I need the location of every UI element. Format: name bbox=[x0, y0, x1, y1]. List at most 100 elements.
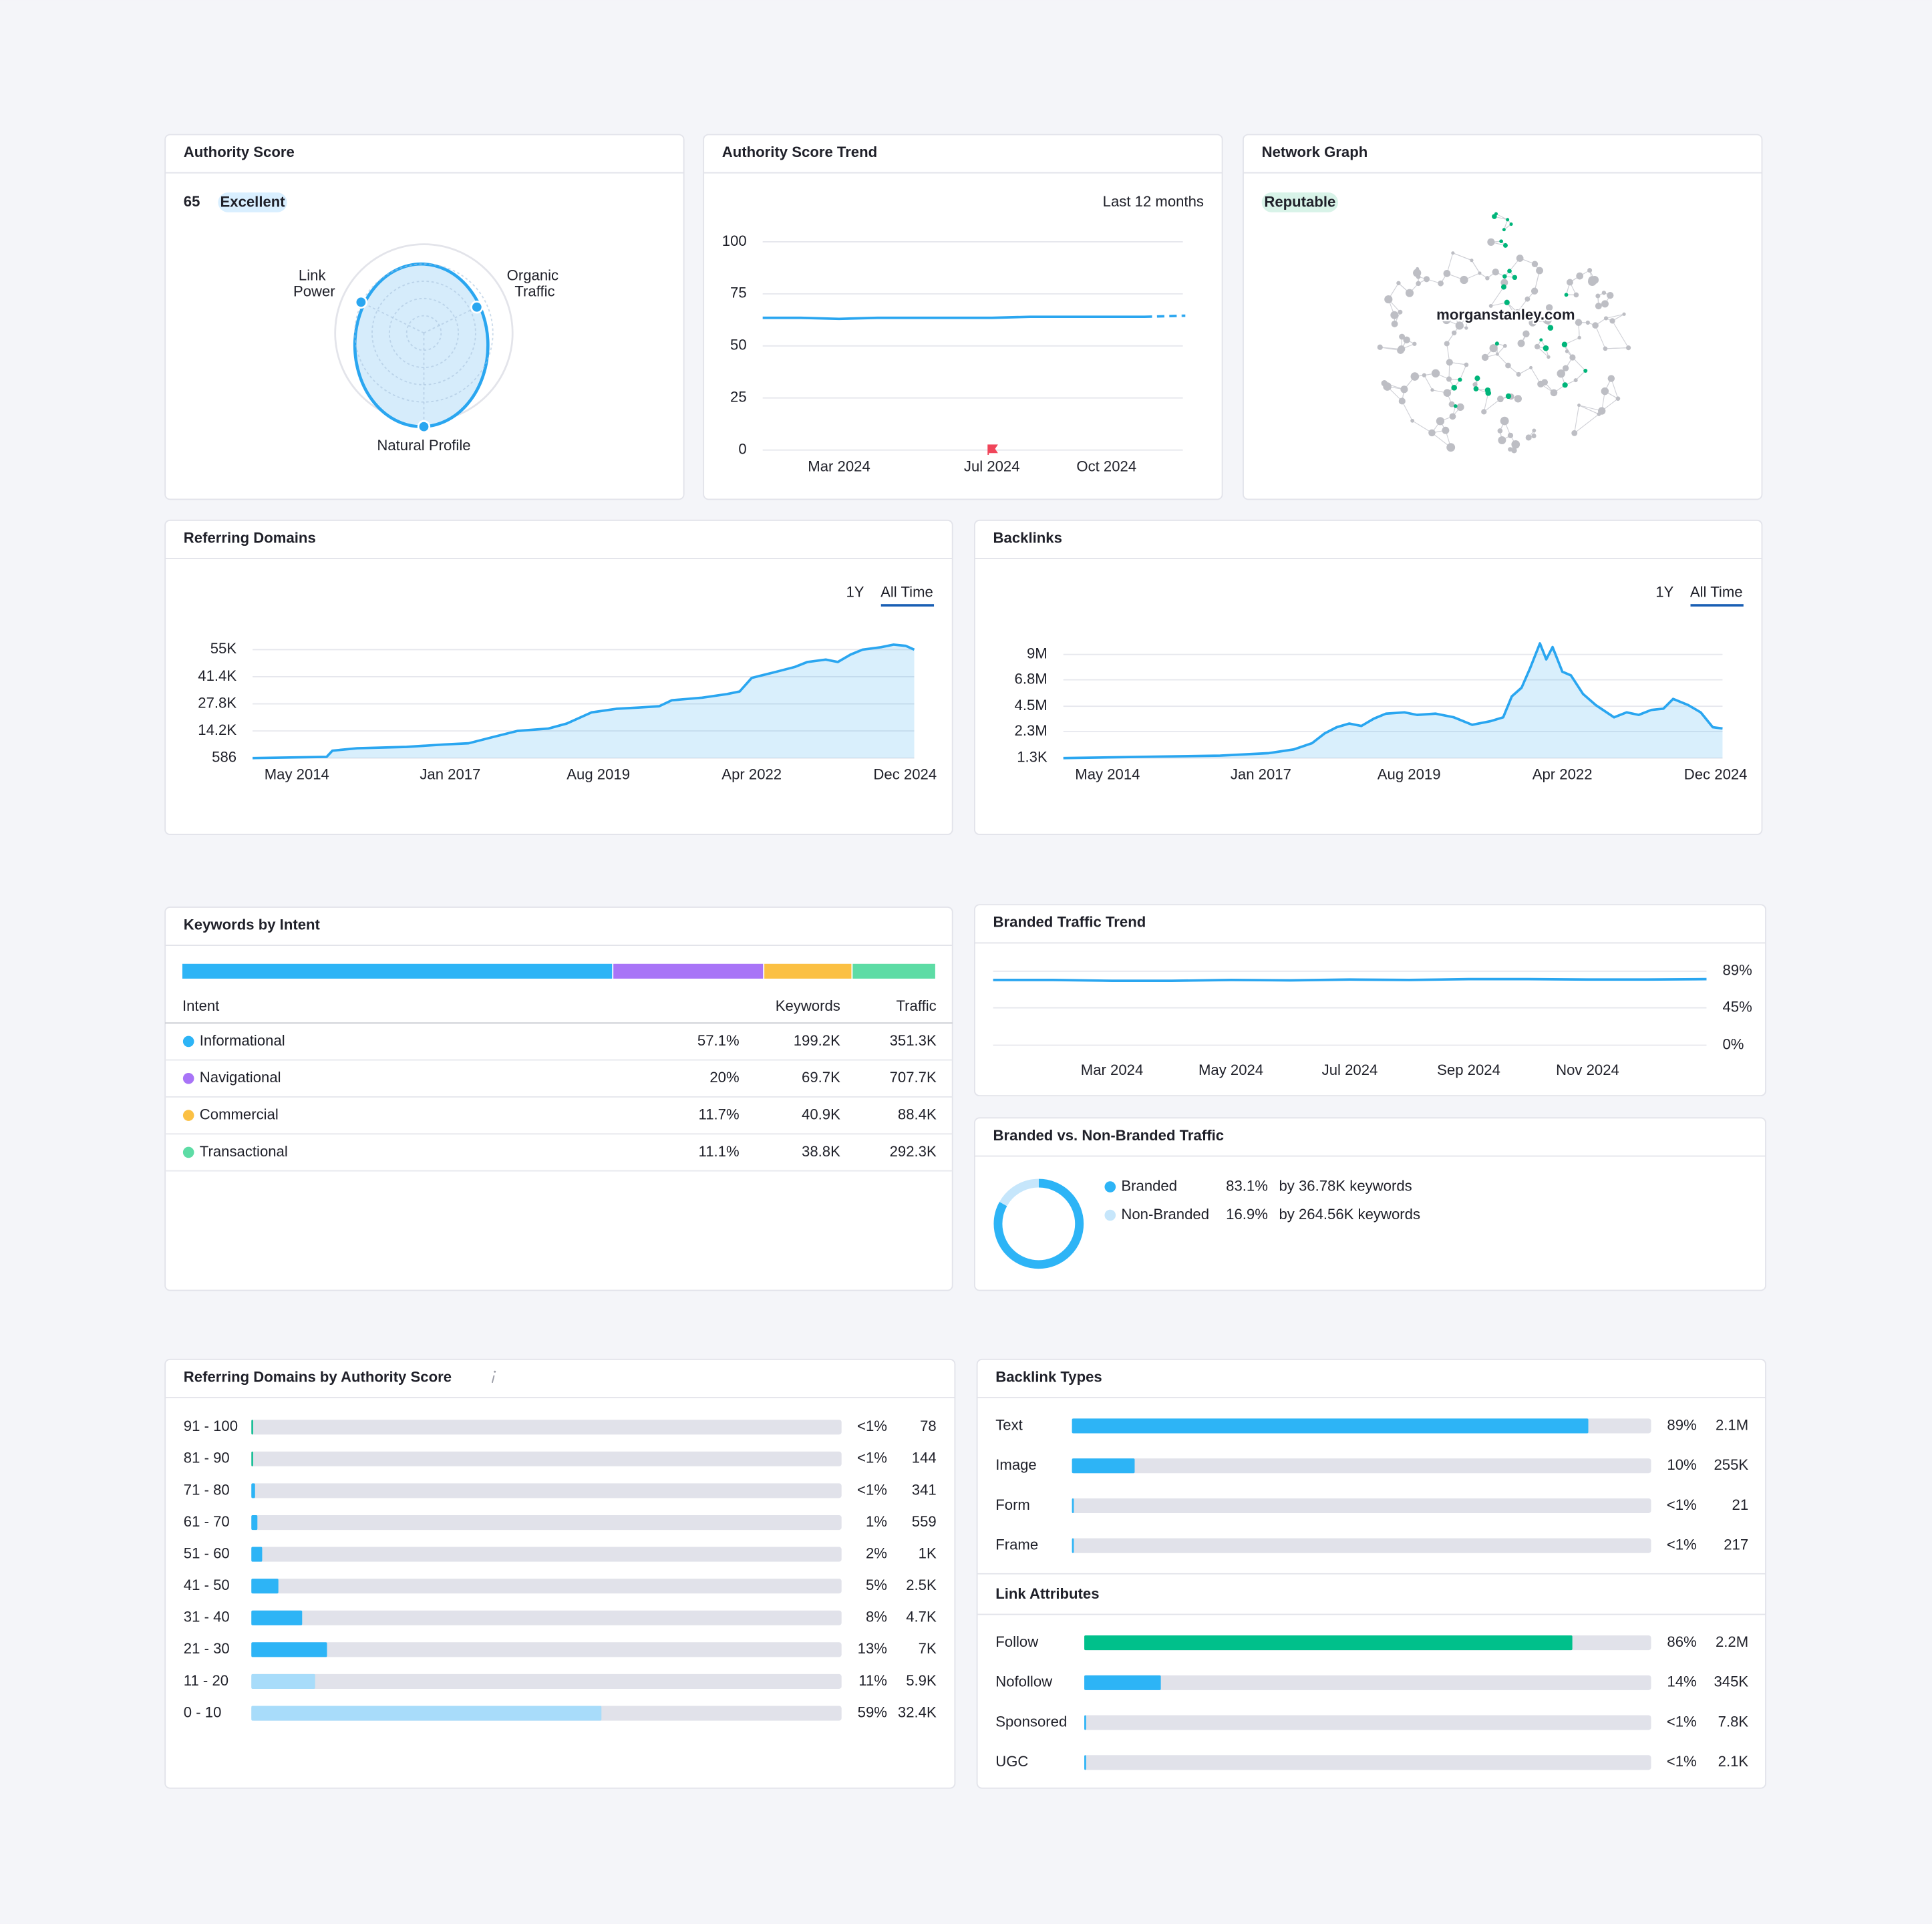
network-node bbox=[1502, 274, 1507, 279]
network-node bbox=[1562, 365, 1569, 371]
network-node bbox=[1571, 430, 1578, 436]
network-node bbox=[1603, 346, 1608, 351]
network-node bbox=[1422, 373, 1427, 377]
bar-track bbox=[1084, 1755, 1651, 1770]
network-node bbox=[1511, 440, 1520, 449]
bar bbox=[1072, 1538, 1074, 1553]
network-node bbox=[1588, 277, 1597, 286]
network-node bbox=[1541, 379, 1549, 386]
row-value: 217 bbox=[1724, 1537, 1748, 1553]
line bbox=[1063, 642, 1723, 760]
network-nodes bbox=[1377, 212, 1631, 454]
network-node bbox=[1577, 335, 1581, 340]
network-edge bbox=[1595, 325, 1606, 349]
legend-share: 83.1% bbox=[1226, 1177, 1268, 1194]
row-name: Frame bbox=[995, 1537, 1038, 1553]
network-node bbox=[1609, 318, 1615, 324]
bar-track bbox=[1084, 1675, 1651, 1690]
bar bbox=[251, 1673, 315, 1690]
network-node bbox=[1532, 428, 1537, 433]
x-tick-label: May 2024 bbox=[1198, 1062, 1263, 1078]
network-node bbox=[1403, 336, 1410, 344]
y-tick-label: 0 bbox=[738, 441, 746, 458]
panel-title: Network Graph bbox=[1262, 144, 1368, 160]
panel bbox=[973, 1117, 1766, 1291]
row-value: 2.2M bbox=[1716, 1633, 1748, 1650]
network-node bbox=[1531, 319, 1536, 325]
network-edge bbox=[1611, 378, 1619, 399]
row-share: <1% bbox=[1667, 1753, 1697, 1770]
intent-keywords: 40.9K bbox=[802, 1106, 840, 1122]
network-node bbox=[1536, 267, 1544, 275]
bar bbox=[1072, 1418, 1589, 1434]
intent-dot bbox=[182, 1146, 194, 1158]
network-node bbox=[1451, 385, 1458, 391]
network-node bbox=[1412, 341, 1417, 346]
y-tick-label: 25 bbox=[730, 389, 747, 406]
network-node bbox=[1576, 272, 1584, 280]
bar-track bbox=[251, 1514, 842, 1531]
bar bbox=[251, 1420, 254, 1435]
row-value: 4.7K bbox=[906, 1609, 937, 1625]
tab[interactable]: 1Y bbox=[846, 583, 864, 600]
row-value: 2.1M bbox=[1716, 1416, 1748, 1433]
badge-bg bbox=[1261, 192, 1339, 212]
row-name: Image bbox=[995, 1456, 1037, 1473]
network-edge bbox=[1574, 405, 1580, 434]
row-name: 91 - 100 bbox=[184, 1418, 238, 1434]
intent-share: 11.1% bbox=[699, 1143, 740, 1160]
network-node bbox=[1481, 409, 1487, 415]
network-node bbox=[1504, 299, 1510, 305]
radar-axis-label: Link Power bbox=[293, 267, 335, 299]
intent-dot bbox=[182, 1035, 194, 1048]
score: 65 bbox=[184, 193, 200, 210]
network-node bbox=[1450, 311, 1456, 318]
x-tick-label: May 2014 bbox=[265, 766, 329, 782]
bar-track bbox=[1084, 1715, 1651, 1730]
info-icon-dot bbox=[494, 1370, 496, 1373]
intent-name: Transactional bbox=[200, 1143, 288, 1160]
network-node bbox=[1381, 379, 1388, 387]
bar bbox=[251, 1706, 602, 1721]
network-node bbox=[1498, 436, 1506, 444]
intent-traffic: 351.3K bbox=[890, 1032, 937, 1049]
y-tick-label: 14.2K bbox=[198, 722, 236, 738]
network-edge bbox=[1575, 370, 1586, 381]
row-share: 89% bbox=[1667, 1416, 1696, 1433]
row-value: 559 bbox=[912, 1513, 937, 1530]
radar-axis-label: Organic Traffic bbox=[507, 267, 563, 299]
tab[interactable]: 1Y bbox=[1655, 583, 1673, 600]
x-tick-label: Aug 2019 bbox=[1378, 766, 1441, 782]
network-node bbox=[1436, 417, 1445, 426]
network-node bbox=[1485, 276, 1490, 281]
legend-name: Branded bbox=[1121, 1177, 1177, 1194]
tab-active[interactable]: All Time bbox=[880, 583, 933, 600]
network-node bbox=[1517, 339, 1525, 347]
network-node bbox=[1575, 319, 1583, 326]
network-node bbox=[1410, 372, 1420, 381]
panel-title: Branded Traffic Trend bbox=[993, 914, 1146, 931]
network-node bbox=[1438, 280, 1444, 287]
network-node bbox=[1458, 377, 1462, 382]
bar bbox=[251, 1610, 303, 1625]
row-share: 86% bbox=[1667, 1633, 1696, 1650]
tab-active[interactable]: All Time bbox=[1690, 583, 1743, 600]
network-edge bbox=[1490, 287, 1504, 307]
network-edge bbox=[1503, 219, 1508, 230]
bar bbox=[251, 1579, 279, 1594]
network-node bbox=[1443, 389, 1452, 397]
x-tick-label: Dec 2024 bbox=[873, 766, 937, 782]
panel-title: Backlinks bbox=[993, 529, 1062, 546]
tab-underline bbox=[1690, 604, 1744, 607]
network-node bbox=[1398, 309, 1403, 315]
network-node bbox=[1442, 316, 1451, 325]
intent-keywords: 199.2K bbox=[794, 1032, 840, 1049]
network-node bbox=[1569, 354, 1576, 361]
network-edge bbox=[1579, 405, 1599, 415]
network-node bbox=[1607, 291, 1614, 299]
network-node bbox=[1397, 347, 1404, 354]
tab-underline bbox=[880, 604, 935, 607]
network-node bbox=[1423, 276, 1430, 283]
network-node bbox=[1592, 322, 1599, 329]
intent-traffic: 292.3K bbox=[890, 1143, 937, 1160]
